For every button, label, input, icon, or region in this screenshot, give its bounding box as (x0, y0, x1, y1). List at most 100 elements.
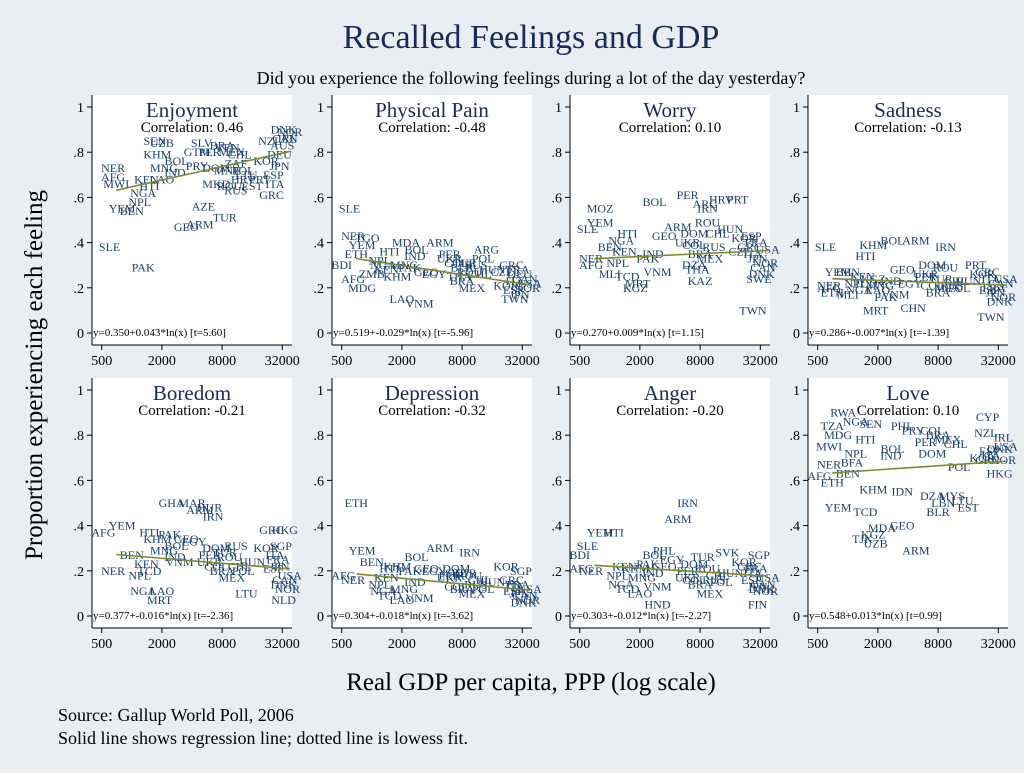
data-point-label: ESP (263, 168, 284, 182)
data-point-label: NER (817, 279, 841, 293)
correlation-label: Correlation: -0.21 (138, 403, 245, 419)
data-point-label: BEN (836, 265, 860, 279)
data-point-label: IND (880, 449, 902, 463)
regression-equation: y=0.350+0.043*ln(x) [t=5.60] (93, 327, 226, 339)
correlation-label: Correlation: 0.46 (141, 120, 244, 136)
data-point-label: MEX (696, 251, 723, 265)
data-point-label: POL (710, 575, 733, 589)
data-point-label: HTI (139, 179, 159, 193)
data-point-label: ARM (186, 218, 214, 232)
panel-title: Sadness (874, 98, 942, 122)
data-point-label: ETH (345, 247, 369, 261)
regression-line (116, 150, 290, 192)
panel-title: Love (886, 381, 929, 405)
data-point-label: ITA (505, 580, 524, 594)
data-point-label: NOR (275, 582, 300, 596)
data-point-label: DEU (507, 267, 532, 281)
data-point-label: ARM (902, 233, 930, 247)
regression-line (356, 573, 530, 591)
data-point-label: JPN (269, 159, 289, 173)
data-point-label: NGA (608, 577, 634, 591)
x-tick-label: 2000 (148, 637, 176, 652)
regression-line (356, 257, 530, 286)
data-point-label: MLI (599, 267, 621, 281)
data-point-label: PRT (727, 193, 749, 207)
data-point-label: RUS (464, 258, 487, 272)
regression-line (832, 460, 1006, 474)
data-point-label: TUR (453, 256, 477, 270)
data-point-label: GEO (174, 220, 199, 234)
data-point-label: NPL (606, 568, 629, 582)
regression-equation: y=0.377+-0.016*ln(x) [t=-2.36] (93, 610, 233, 622)
data-point-label: IRN (459, 546, 480, 560)
data-point-label: KHM (383, 559, 411, 573)
data-point-label: TCD (853, 505, 877, 519)
data-point-label: NPL (128, 568, 151, 582)
y-tick-label: .4 (790, 520, 801, 535)
data-point-label: GEO (652, 229, 677, 243)
y-tick-label: .2 (74, 282, 85, 297)
data-point-label: CHL (944, 437, 968, 451)
data-point-label: JPN (747, 251, 767, 265)
x-tick-label: 500 (91, 637, 112, 652)
data-point-label: ESP (263, 562, 284, 576)
data-point-label: CAN (750, 260, 776, 274)
data-point-label: BEN (836, 467, 860, 481)
data-point-label: JPN (509, 288, 529, 302)
y-tick-label: .2 (74, 565, 85, 580)
data-point-label: PER (199, 145, 221, 159)
x-tick-label: 32000 (981, 354, 1016, 369)
data-point-label: MRT (625, 276, 651, 290)
data-point-label: PER (677, 188, 699, 202)
data-point-label: PER (915, 270, 937, 284)
y-tick-label: 1 (793, 101, 800, 116)
data-point-label: ARM (664, 220, 692, 234)
plot-area (808, 378, 1008, 628)
y-tick-label: .6 (790, 191, 801, 206)
data-point-label: CAN (988, 276, 1014, 290)
data-point-label: BRA (450, 274, 475, 288)
x-tick-label: 2000 (864, 637, 892, 652)
data-point-label: AFG (331, 568, 355, 582)
data-point-label: UKR (437, 571, 462, 585)
x-tick-label: 8000 (208, 354, 236, 369)
data-point-label: HND (645, 598, 671, 612)
data-point-label: KAZ (688, 274, 713, 288)
data-point-label: COL (444, 256, 468, 270)
data-point-label: KGZ (623, 281, 648, 295)
data-point-label: MNG (390, 582, 418, 596)
data-point-label: NZL (258, 134, 281, 148)
y-tick-label: 0 (317, 327, 324, 342)
data-point-label: HUN (717, 222, 743, 236)
data-point-label: NER (101, 564, 125, 578)
data-point-label: BDI (331, 258, 352, 272)
data-point-label: RUS (940, 279, 963, 293)
data-point-label: ESP (979, 444, 1000, 458)
y-tick-label: 0 (555, 327, 562, 342)
correlation-label: Correlation: 0.10 (619, 120, 721, 136)
data-point-label: DZA (920, 489, 945, 503)
data-point-label: PHL (653, 543, 676, 557)
data-point-label: HTI (617, 227, 637, 241)
data-point-label: ETH (821, 476, 845, 490)
data-point-label: DOM (442, 562, 470, 576)
data-point-label: PRT (965, 258, 987, 272)
chart-subtitle: Did you experience the following feeling… (257, 68, 806, 88)
data-point-label: HKG (272, 523, 298, 537)
data-point-label: NGA (846, 283, 872, 297)
data-point-label: RUS (702, 573, 725, 587)
data-point-label: IRL (994, 430, 1013, 444)
data-point-label: AFG (817, 281, 841, 295)
data-point-label: VNM (405, 591, 433, 605)
data-point-label: MEX (218, 145, 245, 159)
x-tick-label: 500 (569, 637, 590, 652)
data-point-label: KGZ (861, 272, 886, 286)
data-point-label: EGY (898, 276, 923, 290)
y-tick-label: .8 (314, 146, 325, 161)
data-point-label: YEM (587, 525, 614, 539)
